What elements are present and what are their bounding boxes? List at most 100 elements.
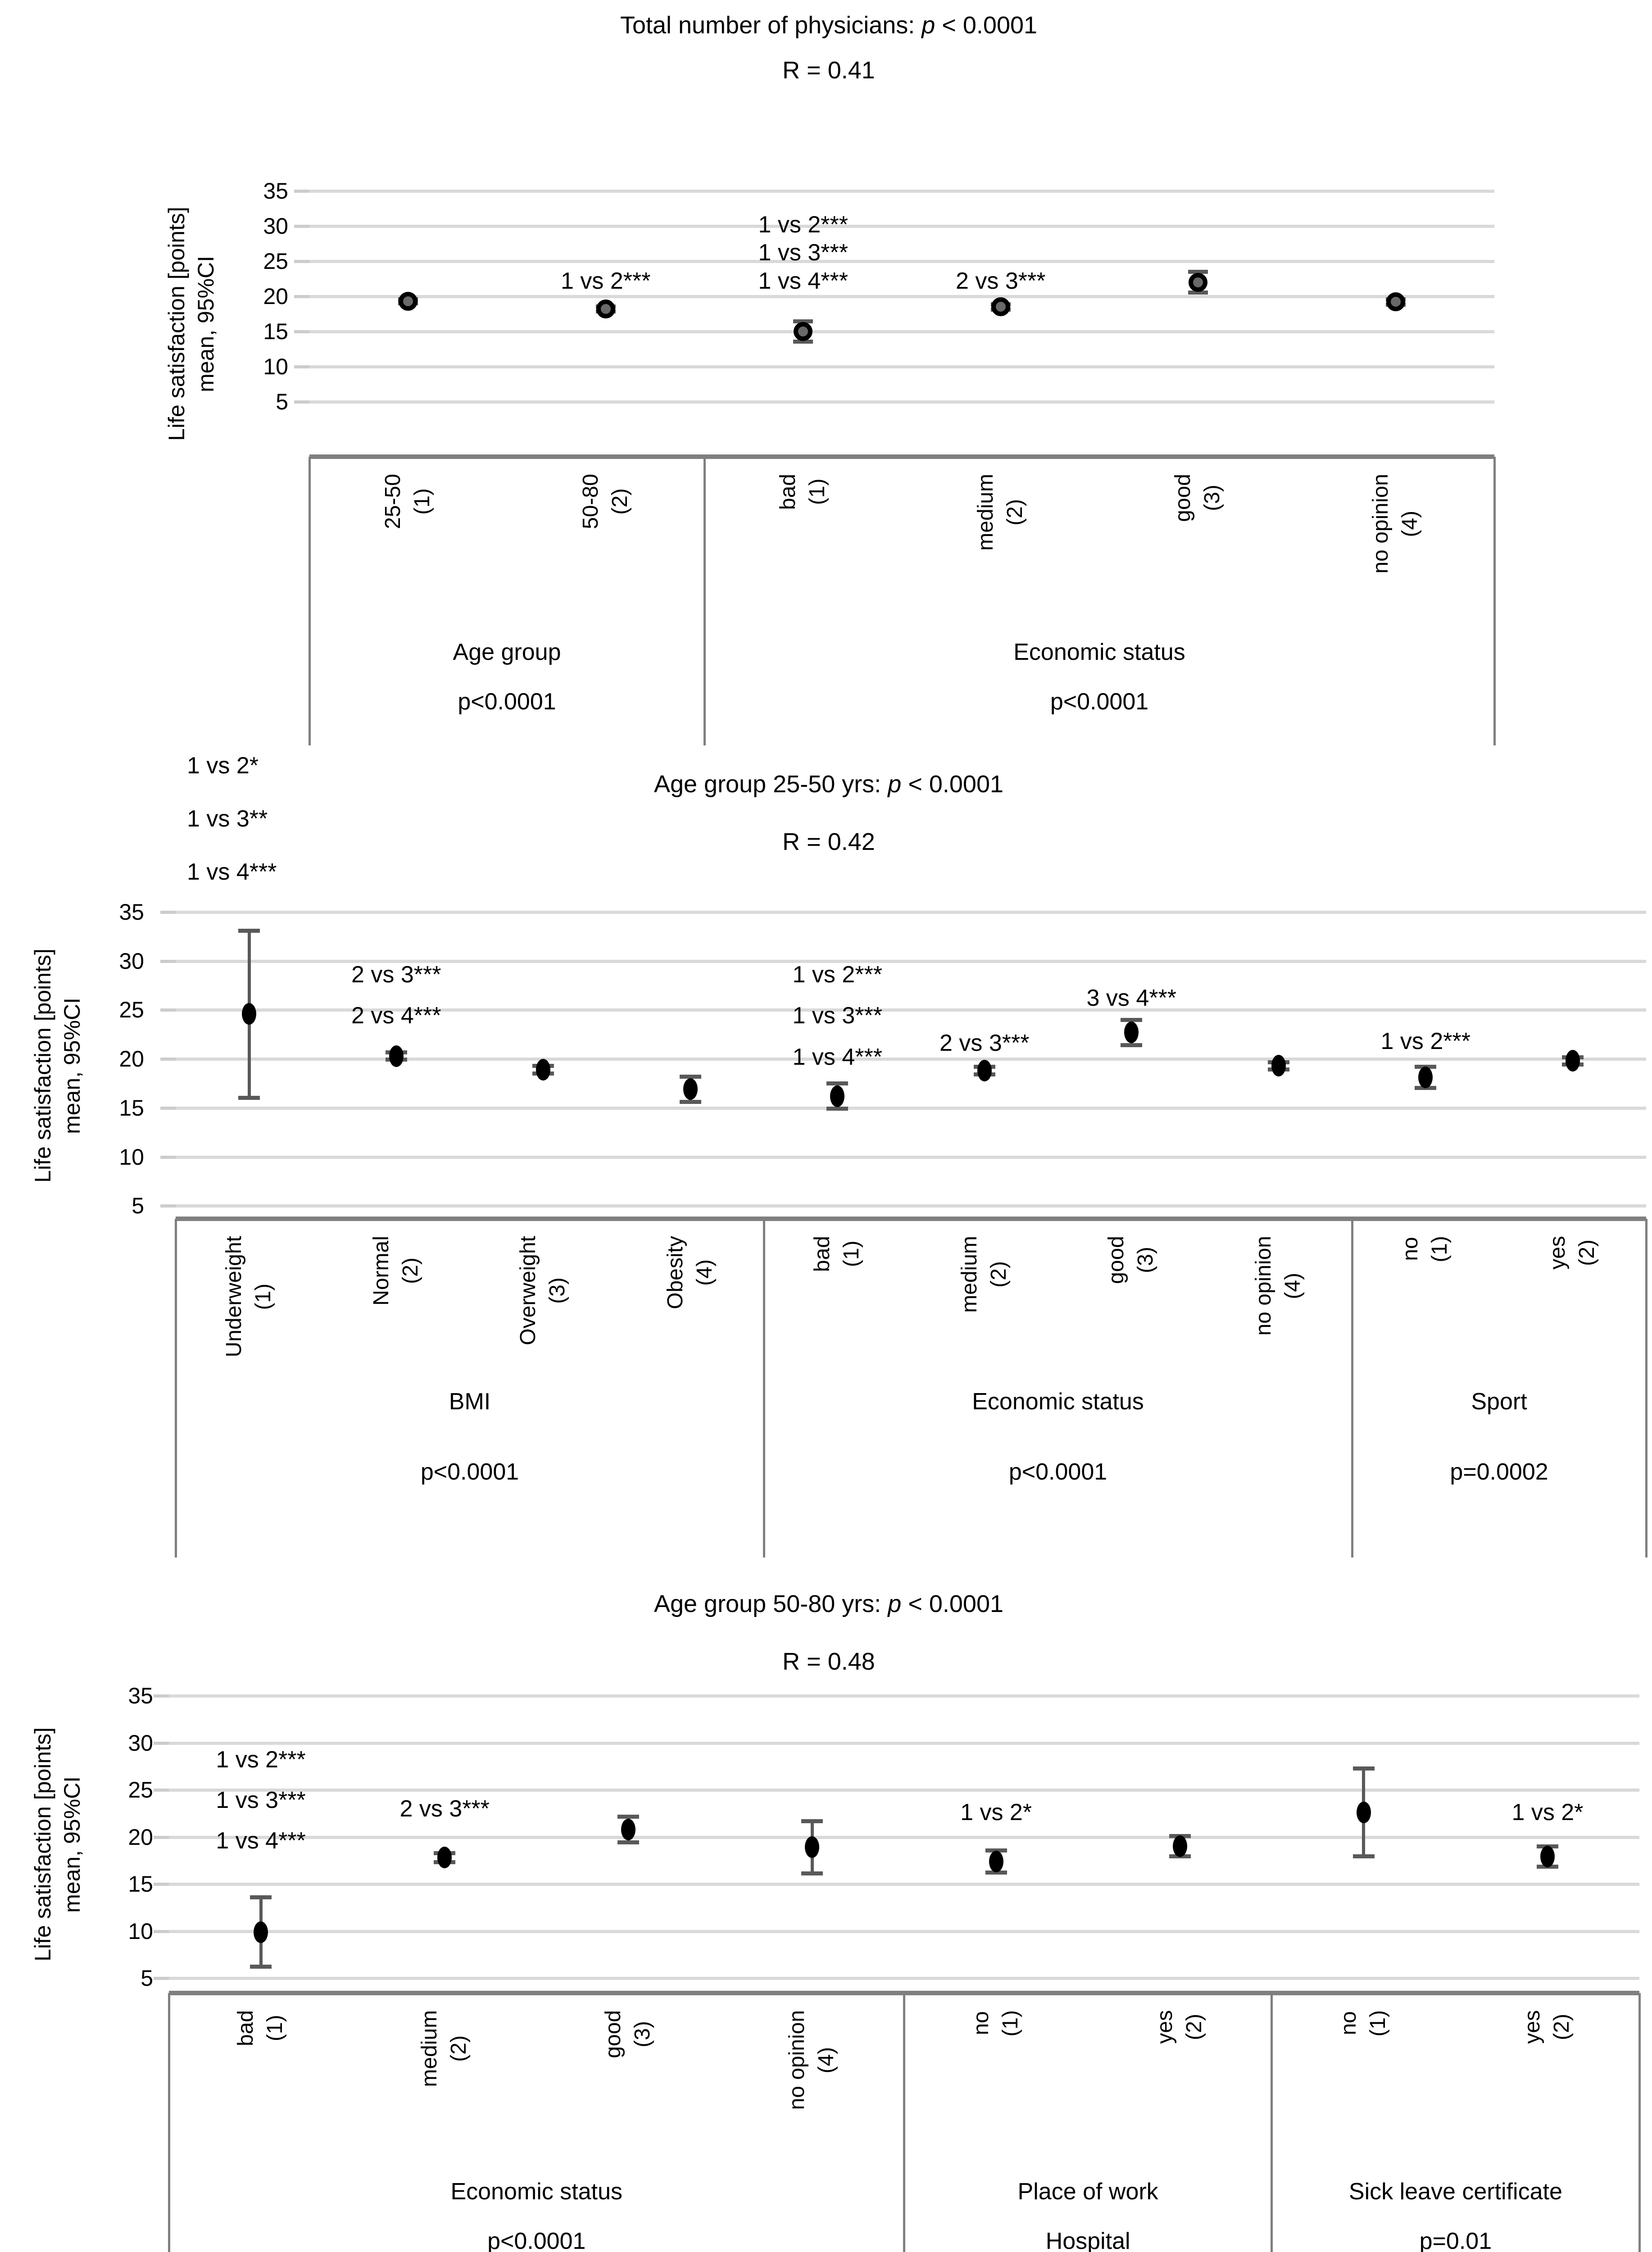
significance-annotation: 1 vs 2* [1511,1799,1584,1826]
group-p-value: p<0.0001 [420,1459,519,1485]
gridline [169,1741,1639,1745]
category-label: bad (1) [774,474,832,510]
group-p-value: p=0.01 [1419,2228,1492,2252]
category-number: (1) [805,478,830,505]
group-p-value: p<0.0001 [1050,689,1149,715]
category-number: (2) [398,1258,422,1284]
category-label: bad (1) [231,2010,290,2046]
error-bar-cap [250,1895,272,1900]
category-name: bad [776,474,800,510]
axis-tick [294,400,309,404]
gridline [309,260,1494,263]
data-point [794,322,813,341]
category-name: medium [418,2010,442,2087]
category-label: bad (1) [808,1236,867,1272]
gridline [176,959,1646,963]
y-tick-label: 5 [141,1966,153,1991]
data-point [1356,1802,1371,1824]
category-number: (3) [631,2021,655,2048]
data-point [1386,292,1405,312]
category-name: no [1398,1237,1423,1262]
significance-annotation: 1 vs 2*** [792,962,882,988]
significance-annotation: 1 vs 2*** [1380,1028,1470,1054]
gridline [309,400,1494,404]
axis-tick [160,1155,176,1159]
data-point [977,1060,992,1082]
significance-annotation: 1 vs 3*** [792,1003,882,1029]
chart-subtitle-r-value: R = 0.41 [782,57,875,84]
y-tick-label: 5 [276,389,288,414]
category-label: good (3) [1102,1236,1161,1284]
significance-annotation: 1 vs 2*** [758,211,848,238]
category-name: medium [973,474,998,551]
chart-title: Age group 50-80 yrs: p < 0.0001 [654,1590,1003,1618]
chart-title-text: Age group 25-50 yrs: [654,771,888,798]
group-p-value: p<0.0001 [458,689,556,715]
category-name: Normal [369,1236,393,1306]
category-label: no opinion (4) [1366,474,1425,574]
group-label: Economic status [450,2179,623,2205]
axis-tick [160,959,176,963]
error-bar-cap [801,1819,823,1823]
significance-annotation: 1 vs 3*** [216,1787,306,1813]
category-name: Overweight [516,1236,540,1345]
data-point [989,1850,1003,1872]
category-name: good [1104,1236,1129,1284]
y-tick-label: 35 [128,1683,153,1708]
category-number: (2) [1575,1240,1599,1266]
significance-annotation: 2 vs 3*** [956,268,1046,294]
group-label: Economic status [972,1389,1144,1415]
category-name: Underweight [222,1236,246,1358]
axis-tick [154,1694,169,1698]
gridline [309,190,1494,193]
gridline [176,1106,1646,1110]
group-label: Sick leave certificate [1348,2179,1562,2205]
data-point [536,1059,551,1081]
significance-annotation: 2 vs 4*** [351,1003,441,1029]
significance-annotation-outside: 1 vs 3** [187,806,268,832]
y-tick-label: 25 [128,1777,153,1803]
y-tick-label: 10 [263,354,288,379]
significance-annotation: 2 vs 3*** [399,1795,490,1822]
error-bar-cap [985,1848,1007,1852]
gridline [309,225,1494,228]
y-tick-label: 30 [119,948,144,974]
axis-tick [154,1930,169,1933]
data-point [621,1818,636,1840]
axis-tick [154,1883,169,1886]
significance-annotation: 3 vs 4*** [1086,985,1176,1012]
axis-tick [154,1835,169,1839]
error-bar-cap [1188,291,1208,295]
error-bar-cap [679,1099,701,1104]
group-label: BMI [449,1389,491,1415]
significance-annotation-outside: 1 vs 4*** [187,859,277,885]
category-name: no opinion [1368,474,1393,574]
chart-title-text: < 0.0001 [901,771,1004,798]
error-bar-cap [1121,1043,1143,1047]
axis-tick [154,1741,169,1745]
y-tick-label: 20 [263,284,288,309]
data-point [683,1078,698,1100]
chart-subtitle-r-value: R = 0.48 [782,1648,875,1675]
gridline [169,1789,1639,1792]
category-number: (1) [998,2010,1022,2037]
group-p-value: p<0.0001 [487,2228,586,2252]
category-name: yes [1545,1236,1570,1270]
axis-tick [160,1008,176,1012]
chart-title-p-italic: p [921,12,935,39]
data-point [254,1921,268,1943]
y-tick-label: 20 [119,1046,144,1072]
error-bar-cap [250,1964,272,1969]
data-point [1172,1835,1187,1857]
y-tick-label: 10 [119,1144,144,1170]
error-bar-cap [1352,1854,1375,1859]
category-number: (3) [1200,485,1225,511]
category-box-border [168,1993,170,2252]
group-label: Sport [1471,1389,1527,1415]
significance-annotation: 1 vs 2*** [561,268,651,294]
category-box-border [1271,1993,1273,2252]
axis-tick [294,365,309,368]
category-number: (1) [410,488,435,515]
error-bar-cap [238,929,260,933]
data-point [805,1836,820,1858]
